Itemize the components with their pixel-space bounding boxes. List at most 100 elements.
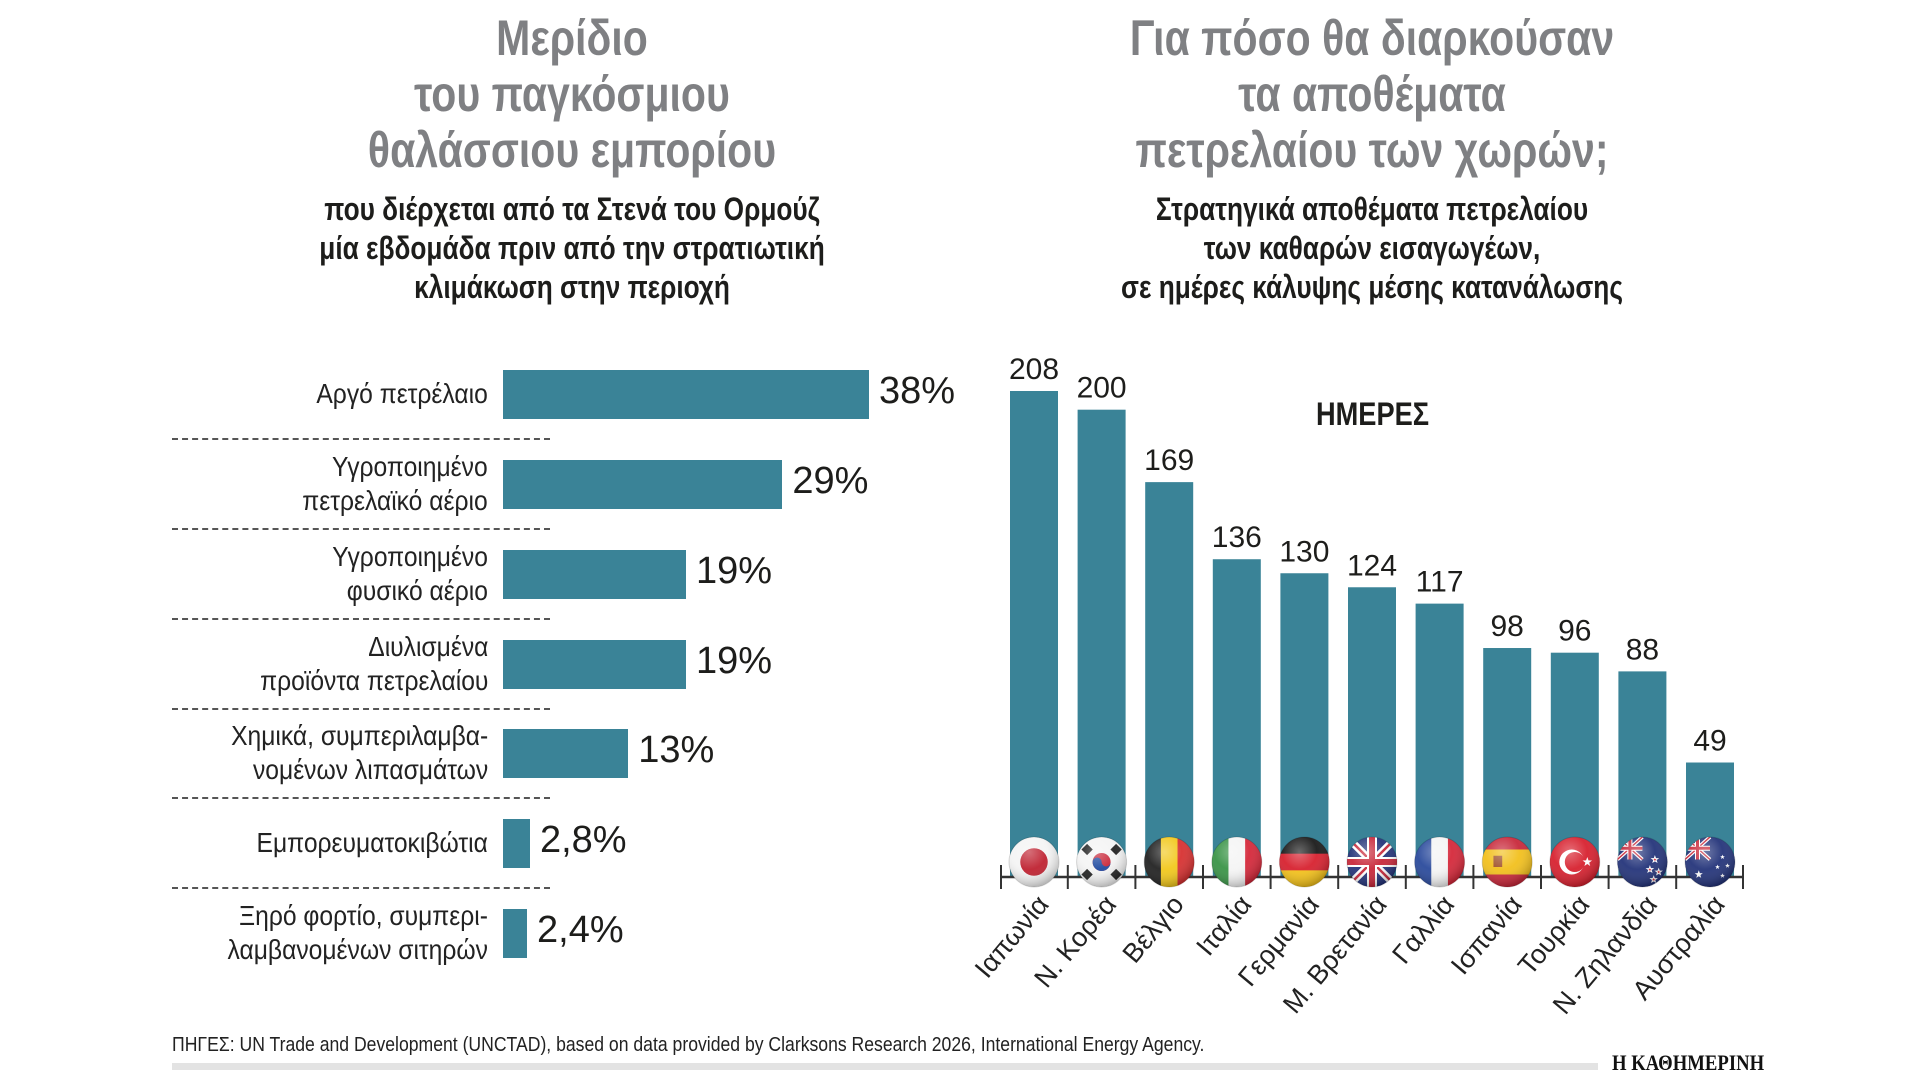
left-subtitle-line: που διέρχεται από τα Στενά του Ορμούζ [324,191,820,227]
value-label: 38% [879,370,956,412]
flag-outline [1076,836,1128,888]
row-divider [172,438,550,440]
value-label: 49 [1693,725,1726,758]
flag-outline [1008,836,1060,888]
left-title-line: του παγκόσμιου [414,66,730,122]
category-label-line: Διυλισμένα [367,631,488,662]
bar [503,728,629,778]
right-subtitle-line: Στρατηγικά αποθέματα πετρελαίου [1155,191,1589,227]
value-label: 13% [638,729,715,771]
australia-flag-icon [1685,837,1735,887]
left-title-line: θαλάσσιου εμπορίου [367,122,777,178]
bar [503,639,686,689]
right-title-line: Για πόσο θα διαρκούσαν [1129,10,1615,66]
bar [1348,587,1396,877]
category-label-line: νομένων λιπασμάτων [252,754,488,785]
bar [1145,482,1194,877]
row-divider [172,797,550,799]
left-subtitle-line: κλιμάκωση στην περιοχή [414,269,730,305]
left-chart-title: Μερίδιο του παγκόσμιου θαλάσσιου εμπορίο… [326,10,818,178]
right-subtitle-line: σε ημέρες κάλυψης μέσης κατανάλωσης [1121,269,1623,305]
value-label: 136 [1212,521,1262,554]
right-title-line: τα αποθέματα [1238,66,1506,122]
flag-outline [1414,836,1466,888]
category-label: Αργό πετρέλαιο [317,377,488,411]
left-chart-subtitle: που διέρχεται από τα Στενά του Ορμούζ μί… [244,190,900,307]
row-divider [172,528,550,530]
category-label: Ισπανία [1445,890,1528,981]
category-label: Υγροποιημένο πετρελαϊκό αέριο [303,450,488,518]
bar [503,908,527,958]
unit-label: ΗΜΕΡΕΣ [1316,396,1430,432]
category-label-line: προϊόντα πετρελαίου [259,665,488,696]
flag-outline [1211,836,1263,888]
brand-logo: Η ΚΑΘΗΜΕΡΙΝΗ [1612,1050,1765,1075]
row-divider [172,618,550,620]
value-label: 130 [1279,535,1329,568]
category-label-line: πετρελαϊκό αέριο [302,485,488,516]
value-label: 117 [1416,566,1464,599]
value-label: 169 [1144,444,1194,477]
row-divider [172,707,550,710]
source-note: ΠΗΓΕΣ: UN Trade and Development (UNCTAD)… [172,1034,1205,1056]
value-label: 19% [696,550,773,592]
italy-flag-icon [1211,837,1262,887]
flag-outline [1278,836,1330,888]
bar [503,369,869,419]
japan-flag-icon [1009,837,1059,887]
value-label: 2,8% [539,819,627,861]
category-label-line: Χημικά, συμπεριλαμβα- [230,720,488,751]
flag-outline [1549,836,1601,888]
value-label: 2,4% [537,909,624,951]
flag-outline [1684,836,1736,888]
germany-flag-icon [1279,837,1330,887]
category-label: Εμπορευματοκιβώτια [257,826,488,860]
right-chart-subtitle: Στρατηγικά αποθέματα πετρελαίου των καθα… [1044,190,1700,307]
bar [503,549,686,599]
category-label: Ιταλία [1190,890,1257,962]
bar [503,818,530,868]
new-zealand-flag-icon [1617,837,1668,887]
france-flag-icon [1414,837,1465,887]
category-label: Υγροποιημένο φυσικό αέριο [332,540,488,608]
south-korea-flag-icon [1076,837,1127,887]
flag-outline [1616,836,1668,888]
uk-flag-icon [1347,837,1397,887]
category-label-line: φυσικό αέριο [346,575,488,606]
category-label-line: Εμπορευματοκιβώτια [256,827,488,858]
belgium-flag-icon [1144,837,1195,887]
value-label: 29% [792,460,869,502]
category-label-line: λαμβανομένων σιτηρών [227,934,488,965]
bar [1212,559,1261,877]
bar [503,459,783,509]
row-divider [172,887,550,889]
flag-outline [1346,836,1398,888]
bar [1415,603,1464,877]
left-subtitle-line: μία εβδομάδα πριν από την στρατιωτική [319,230,825,266]
bar [1010,391,1058,877]
category-label-line: Ξηρό φορτίο, συμπερι- [239,900,488,931]
right-title-line: πετρελαίου των χωρών; [1135,122,1609,178]
category-label: Χημικά, συμπεριλαμβα-νομένων λιπασμάτων [231,719,488,787]
turkey-flag-icon [1549,837,1600,887]
footer-rule [172,1063,1598,1070]
right-subtitle-line: των καθαρών εισαγωγέων, [1203,230,1541,266]
value-label: 200 [1077,372,1127,405]
value-label: 124 [1347,549,1397,582]
right-chart-title: Για πόσο θα διαρκούσαν τα αποθέματα πετρ… [1126,10,1618,178]
value-label: 98 [1491,610,1524,643]
value-label: 88 [1626,633,1659,666]
bar [1077,409,1126,877]
left-title-line: Μερίδιο [496,10,648,66]
value-label: 19% [696,640,773,682]
category-label: Ξηρό φορτίο, συμπερι-λαμβανομένων σιτηρώ… [228,899,488,967]
value-label: 208 [1009,353,1059,386]
value-label: 96 [1558,615,1591,648]
category-label: Βέλγιο [1117,890,1190,969]
flag-outline [1481,836,1533,888]
category-label-line: Αργό πετρέλαιο [316,378,488,409]
category-label-line: Υγροποιημένο [332,541,488,572]
flag-outline [1143,836,1195,888]
category-label-line: Υγροποιημένο [332,451,488,482]
